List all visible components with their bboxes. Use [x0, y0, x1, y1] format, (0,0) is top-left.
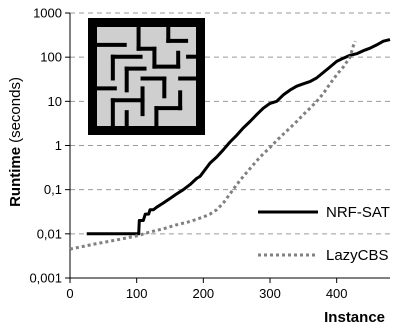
series-line-nrf-sat [86, 38, 391, 236]
series-line-lazycbs [69, 40, 357, 251]
x-axis-title: Instance [324, 309, 385, 326]
x-tick-label: 300 [259, 286, 281, 301]
axes [65, 12, 390, 283]
legend-label-lazycbs: LazyCBS [326, 247, 389, 264]
x-tick-label: 200 [192, 286, 214, 301]
y-tick-label: 0,1 [44, 182, 62, 197]
series-lines [69, 38, 391, 251]
y-tick-label: 1 [55, 138, 62, 153]
y-tick-label: 1000 [33, 6, 62, 21]
legend-label-nrf-sat: NRF-SAT [326, 204, 390, 221]
y-tick-label: 0,01 [37, 226, 62, 241]
y-axis-title-main: Runtime [7, 147, 24, 207]
maze-inset [88, 18, 205, 135]
y-tick-label: 0,001 [29, 271, 62, 286]
y-axis-title-unit: (seconds) [7, 77, 24, 143]
x-tick-label: 100 [126, 286, 148, 301]
y-axis-title: Runtime (seconds) [7, 77, 24, 207]
tick-labels: 0,001 0,01 0,1 1 10 100 1000 0 100 200 300 400 [29, 6, 347, 302]
x-tick-label: 0 [66, 286, 73, 301]
y-tick-label: 100 [40, 50, 62, 65]
y-tick-label: 10 [48, 94, 62, 109]
x-tick-label: 400 [326, 286, 348, 301]
legend: NRF-SAT LazyCBS [258, 204, 390, 264]
